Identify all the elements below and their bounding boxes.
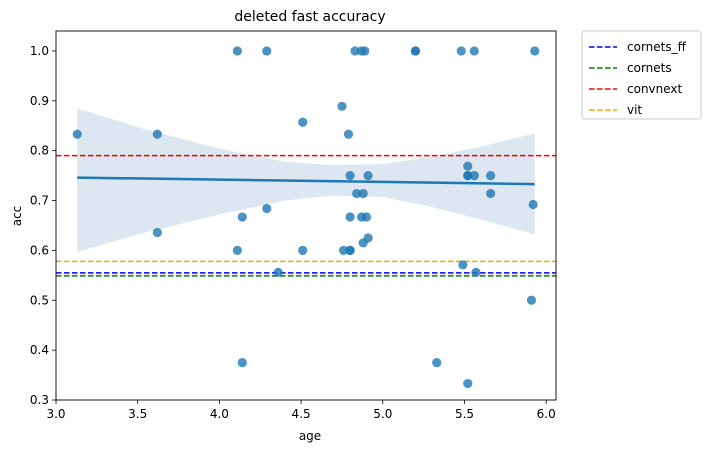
legend-label-convnext: convnext (627, 82, 683, 96)
scatter-point (456, 46, 466, 56)
scatter-points-layer (72, 46, 540, 389)
regression-layer (77, 176, 535, 186)
y-tick-label: 0.5 (30, 293, 49, 307)
scatter-point (463, 161, 473, 171)
scatter-point (530, 46, 540, 56)
scatter-point (298, 117, 308, 127)
scatter-point (358, 188, 368, 199)
x-axis-label: age (299, 429, 321, 443)
y-tick-label: 0.4 (30, 343, 49, 357)
legend-label-cornets: cornets (627, 61, 672, 75)
x-tick-label: 5.0 (373, 407, 392, 421)
scatter-point (345, 171, 355, 181)
scatter-point (345, 212, 355, 222)
x-tick-label: 3.5 (128, 407, 147, 421)
scatter-point (432, 358, 442, 368)
x-axis-ticks: 3.0 3.5 4.0 4.5 5.0 5.5 6.0 (46, 400, 556, 421)
scatter-point (469, 46, 479, 56)
scatter-point (232, 245, 242, 256)
x-tick-label: 3.0 (46, 407, 65, 421)
y-tick-label: 0.8 (30, 144, 49, 158)
scatter-point (363, 171, 373, 181)
y-tick-label: 0.3 (30, 393, 49, 407)
legend-label-cornets_ff: cornets_ff (627, 40, 687, 54)
scatter-point (232, 46, 242, 56)
scatter-point (526, 295, 537, 305)
scatter-point (463, 378, 473, 389)
scatter-point (360, 46, 370, 56)
plot-frame (55, 30, 557, 401)
scatter-point (337, 101, 347, 111)
scatter-point (471, 267, 481, 277)
y-tick-label: 0.6 (30, 243, 49, 257)
scatter-point (350, 46, 360, 56)
scatter-point (338, 245, 349, 256)
regression-line (77, 176, 535, 186)
y-tick-label: 0.9 (30, 94, 49, 108)
scatter-point (345, 245, 355, 256)
scatter-point (273, 267, 283, 277)
scatter-point (469, 171, 479, 181)
legend-frame (581, 30, 702, 120)
scatter-point (486, 171, 496, 181)
scatter-point (152, 129, 162, 139)
legend-label-vit: vit (627, 103, 642, 117)
scatter-point (72, 129, 82, 139)
scatter-point (237, 358, 247, 368)
scatter-point (361, 212, 372, 222)
scatter-point (352, 188, 362, 199)
scatter-point (458, 260, 468, 270)
scatter-point (463, 171, 473, 181)
scatter-point (298, 245, 308, 256)
scatter-point (343, 129, 354, 139)
x-tick-label: 4.0 (210, 407, 229, 421)
y-tick-label: 1.0 (30, 44, 49, 58)
scatter-point (528, 199, 538, 210)
chart-title: deleted fast accuracy (234, 9, 385, 25)
x-tick-label: 5.5 (455, 407, 474, 421)
scatter-point (152, 227, 162, 238)
x-tick-label: 4.5 (292, 407, 311, 421)
x-tick-label: 6.0 (537, 407, 556, 421)
scatter-point (363, 233, 373, 243)
y-axis-ticks: 0.3 0.4 0.5 0.6 0.7 0.8 0.9 1.0 (30, 44, 56, 407)
scatter-point (410, 46, 421, 56)
y-axis-label: acc (10, 206, 24, 227)
scatter-point (237, 212, 247, 222)
scatter-point (486, 188, 496, 199)
scatter-point (262, 203, 272, 214)
scatter-point (262, 46, 272, 56)
y-tick-label: 0.7 (30, 194, 49, 208)
